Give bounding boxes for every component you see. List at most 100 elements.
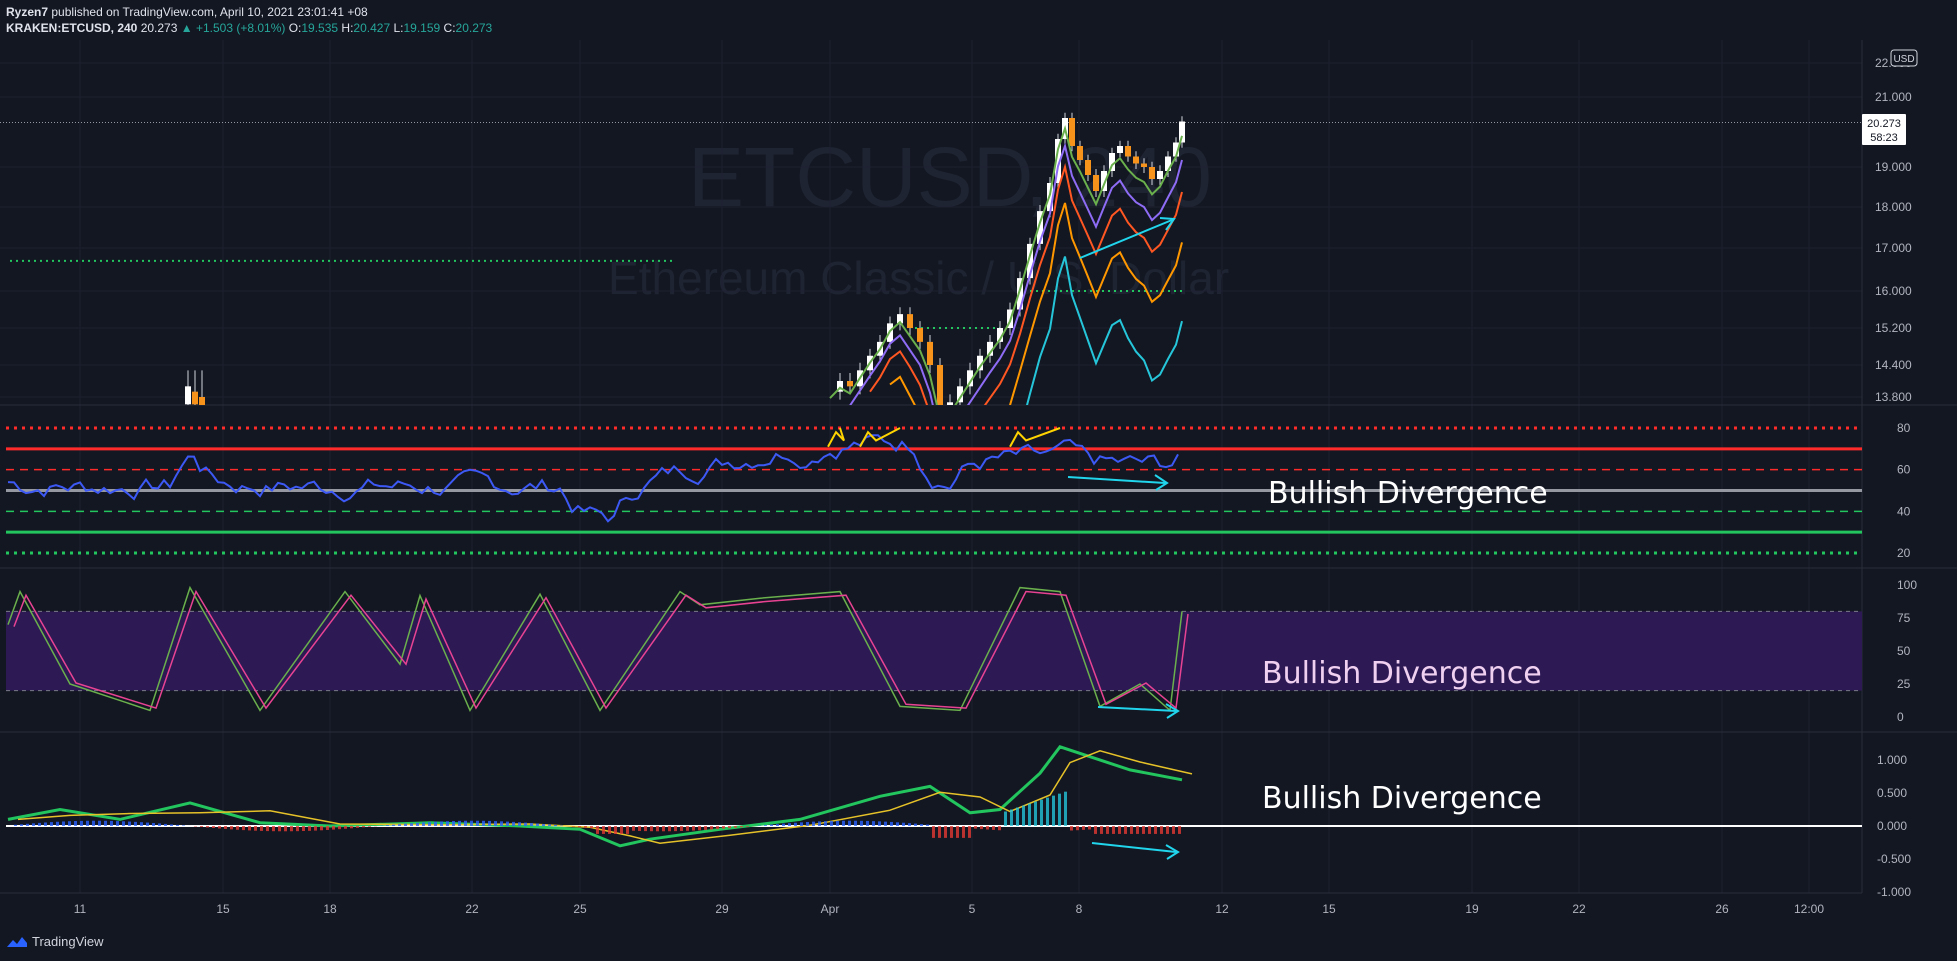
- macd-histogram-bar: [392, 824, 395, 826]
- macd-histogram-bar: [134, 821, 137, 826]
- macd-histogram-bar: [914, 823, 917, 826]
- tradingview-logo-icon: [7, 936, 27, 947]
- candles: [185, 112, 1185, 405]
- macd-histogram-bar: [482, 820, 485, 826]
- macd-histogram-bar: [614, 826, 617, 834]
- price-axes[interactable]: 111518222529Apr58121519222612:0022.00021…: [74, 56, 1918, 916]
- macd-histogram-bar: [530, 823, 533, 826]
- price-pane[interactable]: [0, 112, 1862, 537]
- macd-histogram-bar: [842, 820, 845, 826]
- tradingview-logo[interactable]: TradingView: [6, 934, 104, 949]
- macd-histogram-bar: [110, 820, 113, 826]
- rsi-pane[interactable]: [6, 426, 1862, 555]
- stoch-d-line: [13, 589, 1189, 710]
- x-tick-label: 22: [1572, 902, 1586, 916]
- macd-histogram-bar: [1154, 826, 1157, 834]
- pane-separators: [0, 40, 1957, 894]
- macd-histogram-bar: [1040, 799, 1043, 826]
- macd-histogram-bar: [524, 822, 527, 826]
- trading-chart[interactable]: ETCUSD , 240 Ethereum Classic / U.S. Dol…: [0, 0, 1957, 928]
- macd-histogram-bar: [230, 826, 233, 830]
- x-tick-label: Apr: [821, 902, 840, 916]
- bullish-divergence-label: Bullish Divergence: [1268, 476, 1548, 511]
- macd-histogram-bar: [218, 826, 221, 829]
- macd-histogram-bar: [686, 826, 689, 831]
- macd-histogram-bar: [776, 824, 779, 826]
- candle-body: [1055, 139, 1061, 183]
- macd-histogram-bar: [278, 826, 281, 832]
- macd-histogram-bar: [32, 823, 35, 826]
- macd-histogram-bar: [176, 824, 179, 826]
- macd-histogram-bar: [1136, 826, 1139, 834]
- macd-histogram-bar: [992, 826, 995, 830]
- annotations: Bullish Divergence Bullish Divergence Bull…: [1262, 476, 1548, 816]
- high-value: 20.427: [353, 21, 391, 35]
- macd-histogram-bar: [1004, 811, 1007, 826]
- macd-histogram-bar: [1010, 809, 1013, 826]
- macd-histogram-bar: [674, 826, 677, 832]
- candle-body: [1165, 156, 1171, 171]
- candle-body: [192, 391, 198, 405]
- candle-body: [997, 328, 1003, 342]
- macd-line: [7, 745, 1183, 848]
- candle-body: [967, 370, 973, 387]
- macd-histogram-bar: [878, 821, 881, 826]
- macd-histogram-bar: [518, 822, 521, 826]
- macd-histogram-bar: [98, 820, 101, 826]
- stoch-pane[interactable]: [6, 585, 1862, 719]
- macd-histogram-bar: [1058, 793, 1061, 826]
- symbol-label: KRAKEN:ETCUSD, 240: [6, 21, 138, 35]
- macd-histogram-bar: [56, 821, 59, 826]
- macd-histogram-bar: [1160, 826, 1163, 834]
- rsi-overbought-segment: [859, 427, 901, 448]
- macd-histogram-bar: [326, 826, 329, 830]
- macd-histogram-bar: [548, 824, 551, 826]
- macd-histogram-bar: [710, 826, 713, 830]
- moving-average-line: [829, 124, 1183, 405]
- macd-histogram-bar: [26, 823, 29, 826]
- macd-histogram-bar: [650, 826, 653, 832]
- price-tick-label: 21.000: [1875, 90, 1912, 104]
- macd-histogram-bar: [1148, 826, 1151, 834]
- currency-label: USD: [1893, 54, 1914, 65]
- macd-histogram-bar: [620, 826, 623, 834]
- macd-histogram-bar: [416, 822, 419, 826]
- macd-histogram-bar: [308, 826, 311, 831]
- macd-histogram-bar: [794, 822, 797, 826]
- macd-histogram-bar: [428, 822, 431, 826]
- stoch-tick-label: 100: [1897, 578, 1917, 592]
- macd-histogram-bar: [554, 824, 557, 826]
- divergence-arrowhead: [1165, 703, 1180, 719]
- macd-histogram-bar: [578, 826, 581, 828]
- candle-body: [1179, 121, 1185, 143]
- macd-tick-label: 0.000: [1877, 819, 1907, 833]
- macd-histogram-bar: [506, 821, 509, 826]
- last-price-tag: 20.273 58:23: [1862, 114, 1906, 145]
- candle-body: [1149, 167, 1155, 179]
- macd-histogram-bar: [62, 821, 65, 826]
- macd-histogram-bar: [728, 826, 731, 829]
- currency-badge[interactable]: USD: [1890, 49, 1918, 67]
- macd-histogram-bar: [1142, 826, 1145, 834]
- bullish-divergence-label: Bullish Divergence: [1262, 656, 1542, 691]
- stoch-k-line: [7, 585, 1183, 713]
- macd-histogram-bar: [596, 826, 599, 834]
- macd-histogram-bar: [812, 821, 815, 826]
- low-label: L:: [393, 21, 404, 35]
- macd-histogram-bar: [140, 822, 143, 826]
- rsi-line: [7, 434, 1179, 523]
- macd-histogram-bar: [500, 821, 503, 826]
- macd-pane[interactable]: [6, 745, 1862, 860]
- candle-body: [917, 328, 923, 342]
- open-value: 19.535: [301, 21, 339, 35]
- rsi-overbought-segment: [1009, 427, 1061, 448]
- macd-histogram-bar: [1022, 805, 1025, 826]
- macd-histogram-bar: [302, 826, 305, 832]
- macd-histogram-bar: [950, 826, 953, 838]
- macd-histogram-bar: [1046, 797, 1049, 826]
- macd-histogram-bar: [92, 820, 95, 826]
- macd-histogram-bar: [122, 821, 125, 826]
- macd-histogram-bar: [602, 826, 605, 834]
- macd-histogram-bar: [254, 826, 257, 831]
- macd-histogram-bar: [740, 826, 743, 828]
